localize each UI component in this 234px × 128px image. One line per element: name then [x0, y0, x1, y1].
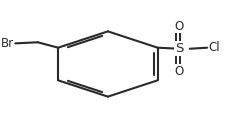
Text: Cl: Cl — [208, 41, 220, 54]
Text: S: S — [175, 42, 183, 55]
Text: O: O — [174, 65, 183, 78]
Text: Br: Br — [1, 37, 14, 50]
Text: O: O — [174, 20, 183, 33]
